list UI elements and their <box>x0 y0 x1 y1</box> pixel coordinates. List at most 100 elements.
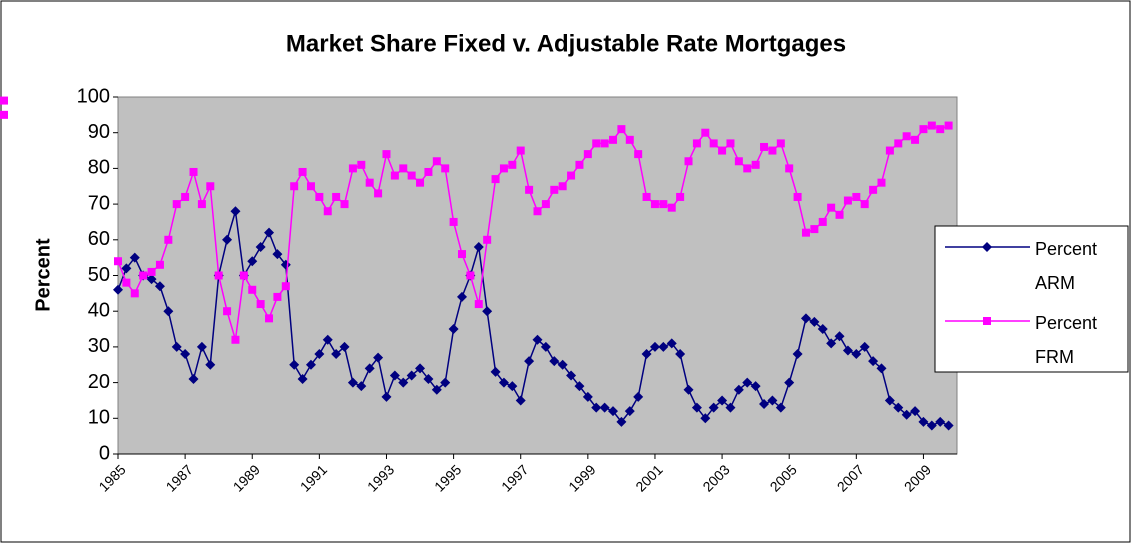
marker <box>983 317 991 325</box>
marker <box>180 349 191 360</box>
marker <box>817 324 828 335</box>
legend-label: Percent ARM <box>1035 239 1098 293</box>
marker <box>264 227 275 238</box>
marker <box>188 374 199 385</box>
marker <box>315 192 324 201</box>
marker <box>197 200 206 209</box>
marker <box>944 121 953 130</box>
marker <box>591 402 602 413</box>
marker <box>910 406 921 417</box>
marker <box>676 192 685 201</box>
marker <box>272 249 283 260</box>
marker <box>911 135 920 144</box>
marker <box>357 160 366 169</box>
marker <box>424 167 433 176</box>
y-tick-label: 60 <box>88 228 110 250</box>
marker <box>826 338 837 349</box>
marker <box>800 313 811 324</box>
marker <box>566 370 577 381</box>
marker <box>466 271 475 280</box>
marker <box>642 192 651 201</box>
marker <box>835 210 844 219</box>
marker <box>525 185 534 194</box>
marker <box>113 284 123 295</box>
marker <box>592 139 601 148</box>
legend-box <box>934 225 1129 373</box>
marker <box>0 110 8 119</box>
marker <box>305 359 316 370</box>
marker <box>683 384 694 395</box>
marker <box>129 252 140 263</box>
y-tick-label: 70 <box>88 192 110 214</box>
marker <box>473 241 484 252</box>
marker <box>767 395 778 406</box>
series-line <box>117 211 949 427</box>
marker <box>876 363 887 374</box>
marker <box>759 399 770 410</box>
marker <box>290 182 299 191</box>
marker <box>440 377 451 388</box>
marker <box>827 203 836 212</box>
marker <box>616 416 627 427</box>
marker <box>784 377 795 388</box>
marker <box>649 341 660 352</box>
marker <box>666 338 677 349</box>
marker <box>540 341 551 352</box>
marker <box>633 391 644 402</box>
marker <box>743 164 752 173</box>
marker <box>139 271 148 280</box>
marker <box>575 160 584 169</box>
marker <box>490 366 501 377</box>
marker <box>634 150 643 159</box>
marker <box>181 192 190 201</box>
marker <box>130 289 139 298</box>
marker <box>331 349 342 360</box>
marker <box>323 207 332 216</box>
y-tick-label: 20 <box>88 371 110 393</box>
marker <box>231 335 240 344</box>
marker <box>498 377 509 388</box>
marker <box>448 324 459 335</box>
marker <box>834 331 845 342</box>
marker <box>625 135 634 144</box>
marker <box>541 200 550 209</box>
marker <box>901 409 912 420</box>
marker <box>154 281 165 292</box>
marker <box>172 200 181 209</box>
marker <box>256 300 265 309</box>
marker <box>406 370 417 381</box>
marker <box>189 167 198 176</box>
marker <box>146 274 157 285</box>
marker <box>884 395 895 406</box>
marker <box>549 356 560 367</box>
marker <box>893 402 904 413</box>
marker <box>289 359 300 370</box>
marker <box>894 139 903 148</box>
marker <box>441 164 450 173</box>
marker <box>768 146 777 155</box>
marker <box>273 292 282 301</box>
legend-label: Percent FRM <box>1035 313 1098 367</box>
y-tick-label: 50 <box>88 264 110 286</box>
marker <box>373 352 384 363</box>
marker <box>936 125 945 134</box>
marker <box>557 359 568 370</box>
marker <box>348 164 357 173</box>
marker <box>339 341 350 352</box>
marker <box>709 139 718 148</box>
marker <box>818 217 827 226</box>
marker <box>926 420 937 431</box>
marker <box>121 263 132 274</box>
y-axis-label: Percent <box>32 238 54 312</box>
marker <box>935 416 946 427</box>
marker <box>206 182 215 191</box>
marker <box>860 200 869 209</box>
marker <box>692 139 701 148</box>
marker <box>171 341 182 352</box>
marker <box>456 291 467 302</box>
marker <box>223 307 232 316</box>
marker <box>776 139 785 148</box>
marker <box>700 413 711 424</box>
marker <box>734 157 743 166</box>
